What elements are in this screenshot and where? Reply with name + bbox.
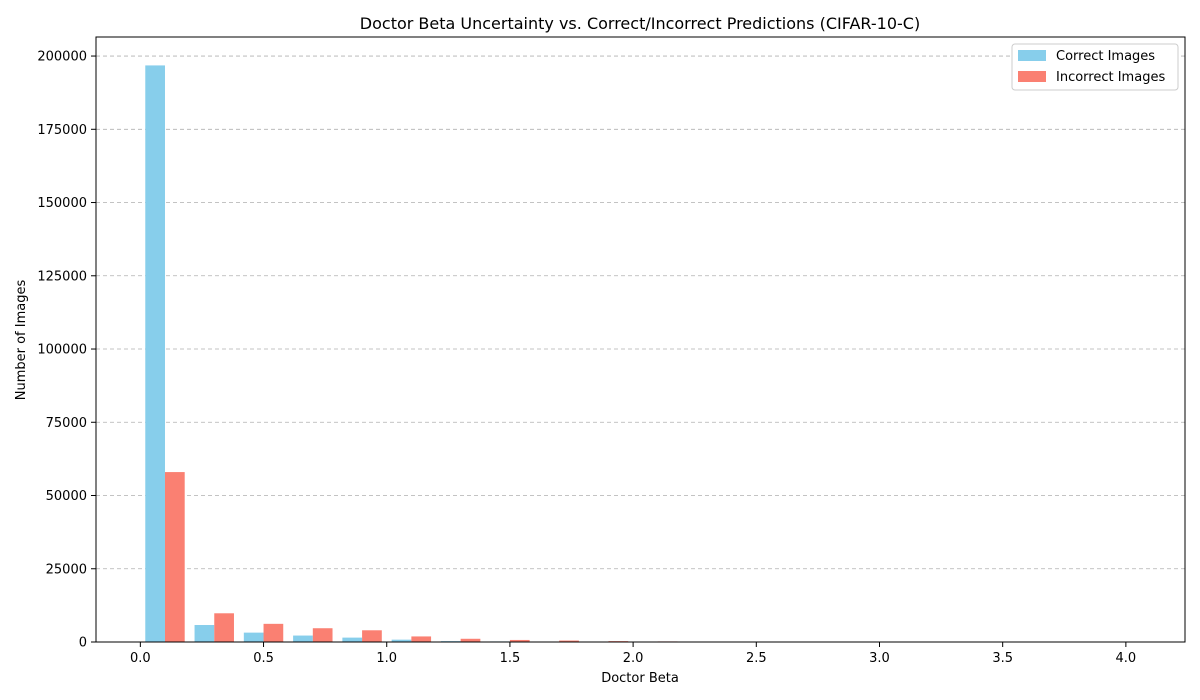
y-axis-ticks: 0 25000 50000 75000 100000 125000 150000 175000… [37,50,96,651]
y-tick-label: 175000 [37,123,87,138]
bar-correct-images [194,625,215,642]
x-tick-label: 4.0 [1116,651,1137,666]
y-tick-label: 25000 [46,562,87,577]
x-axis-ticks: 0.0 0.5 1.0 1.5 2.0 2.5 3.0 3.5 4.0 [130,642,1136,666]
bar-correct-images [293,635,313,642]
bar-correct-images [243,632,264,642]
x-tick-label: 0.5 [253,651,274,666]
plot-frame [95,36,1186,643]
y-tick-label: 150000 [37,196,87,211]
legend-swatch-correct [1018,50,1046,61]
x-axis-label: Doctor Beta [601,671,679,686]
bar-correct-images [342,637,363,642]
y-tick-label: 0 [79,636,87,651]
bars-layer [145,65,727,642]
legend-box [1011,43,1179,91]
bar-incorrect-images [214,613,234,642]
legend-swatch-incorrect [1018,71,1046,82]
legend-label-incorrect: Incorrect Images [1056,70,1165,85]
x-tick-label: 3.0 [869,651,890,666]
y-tick-label: 100000 [37,343,87,358]
bar-incorrect-images [164,472,185,642]
legend: Correct Images Incorrect Images [1011,43,1179,91]
bar-correct-images [391,639,412,642]
bar-incorrect-images [509,639,530,642]
x-tick-label: 1.0 [376,651,397,666]
legend-label-correct: Correct Images [1056,49,1155,64]
bar-incorrect-images [559,640,579,642]
y-axis-label: Number of Images [14,280,29,401]
bar-incorrect-images [460,638,481,642]
bar-incorrect-images [411,636,432,642]
x-tick-label: 1.5 [500,651,521,666]
chart-title: Doctor Beta Uncertainty vs. Correct/Inco… [360,14,920,33]
bar-incorrect-images [312,628,333,642]
x-tick-label: 2.5 [746,651,767,666]
y-tick-label: 50000 [46,489,87,504]
x-tick-label: 3.5 [992,651,1013,666]
bar-incorrect-images [362,630,382,642]
x-tick-label: 2.0 [623,651,644,666]
bar-incorrect-images [263,623,284,642]
x-tick-label: 0.0 [130,651,151,666]
y-tick-label: 125000 [37,269,87,284]
bar-correct-images [145,65,165,642]
y-tick-label: 75000 [46,416,87,431]
y-tick-label: 200000 [37,50,87,65]
